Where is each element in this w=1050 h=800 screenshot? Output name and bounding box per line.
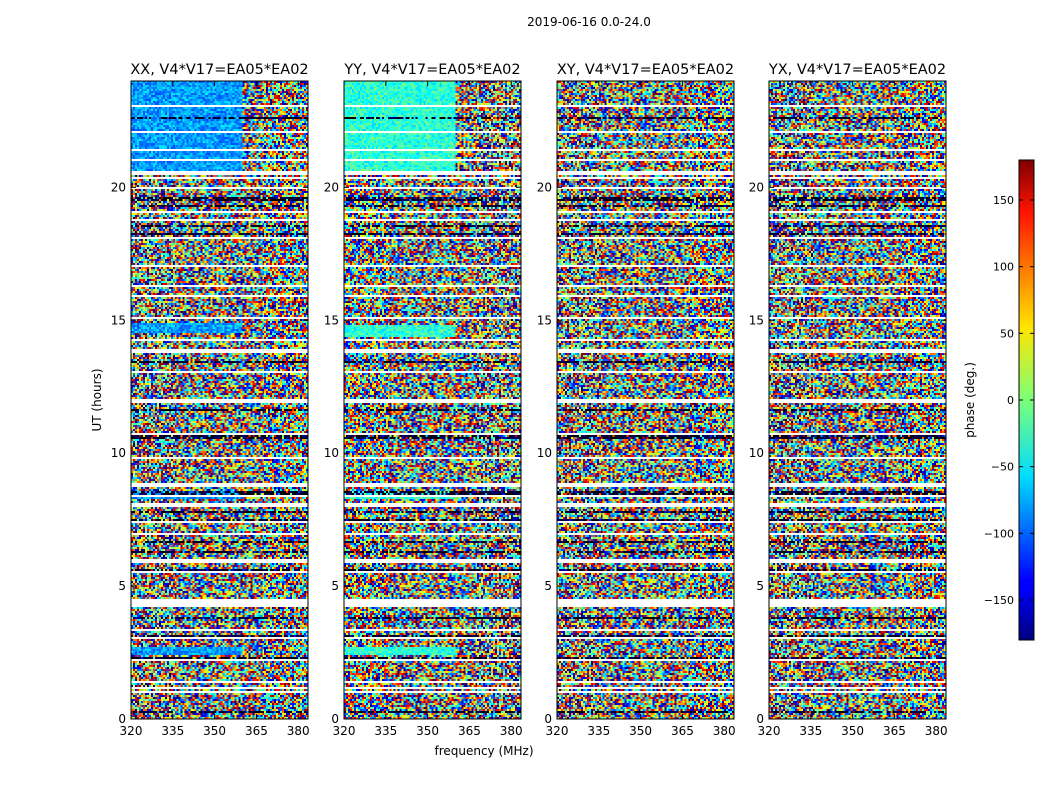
x-tick-label: 350 [203, 724, 226, 738]
panel-title: YX, V4*V17=EA05*EA02 [768, 62, 946, 78]
y-tick-label: 5 [544, 579, 552, 593]
y-tick-label: 20 [537, 180, 552, 194]
x-tick-label: 380 [925, 724, 948, 738]
y-tick-label: 20 [111, 180, 126, 194]
y-tick-label: 10 [324, 446, 339, 460]
x-tick-label: 350 [629, 724, 652, 738]
y-tick-label: 10 [537, 446, 552, 460]
x-tick-label: 380 [713, 724, 736, 738]
y-tick-label: 15 [749, 313, 764, 327]
y-tick-label: 15 [537, 313, 552, 327]
y-tick-label: 20 [324, 180, 339, 194]
y-axis-label: UT (hours) [90, 368, 104, 431]
x-tick-label: 320 [546, 724, 569, 738]
x-tick-label: 380 [287, 724, 310, 738]
x-tick-label: 365 [883, 724, 906, 738]
y-tick-label: 5 [118, 579, 126, 593]
panel-yy: YY, V4*V17=EA05*EA02 320 335 350 365 380 0 5 10 1… [324, 62, 523, 738]
figure-suptitle: 2019-06-16 0.0-24.0 [527, 15, 651, 29]
phase-heatmap-yx [769, 81, 946, 719]
phase-heatmap-xy [557, 81, 734, 719]
y-tick-label: 0 [331, 712, 339, 726]
x-tick-label: 320 [120, 724, 143, 738]
colorbar: −150 −100 −50 0 50 100 150 phase (deg.) [963, 159, 1035, 641]
x-tick-label: 320 [333, 724, 356, 738]
y-tick-label: 15 [111, 313, 126, 327]
colorbar-tick-label: 50 [1000, 327, 1014, 340]
x-tick-label: 380 [500, 724, 523, 738]
x-tick-label: 335 [374, 724, 397, 738]
y-tick-label: 10 [111, 446, 126, 460]
x-tick-label: 365 [458, 724, 481, 738]
x-tick-label: 365 [245, 724, 268, 738]
panel-frame [768, 80, 947, 720]
panel-xy: XY, V4*V17=EA05*EA02 320 335 350 365 380 0 5 10 1… [537, 62, 736, 738]
y-tick-label: 0 [756, 712, 764, 726]
phase-heatmap-xx [131, 81, 308, 719]
y-tick-label: 0 [118, 712, 126, 726]
x-tick-label: 335 [161, 724, 184, 738]
y-tick-label: 5 [331, 579, 339, 593]
panel-frame [343, 80, 522, 720]
x-tick-label: 335 [799, 724, 822, 738]
x-tick-label: 335 [587, 724, 610, 738]
colorbar-label: phase (deg.) [963, 362, 977, 438]
panel-frame [130, 80, 309, 720]
panel-title: YY, V4*V17=EA05*EA02 [343, 62, 520, 78]
panel-title: XY, V4*V17=EA05*EA02 [557, 62, 734, 78]
y-tick-label: 0 [544, 712, 552, 726]
colorbar-tick-label: 100 [993, 261, 1014, 274]
panel-xx: XX, V4*V17=EA05*EA02 320 335 350 365 380 0 5 10 1… [111, 62, 310, 738]
colorbar-tick-label: 0 [1007, 394, 1014, 407]
colorbar-tick-label: −100 [984, 527, 1014, 540]
x-tick-label: 350 [416, 724, 439, 738]
x-tick-label: 320 [758, 724, 781, 738]
panels-group: XX, V4*V17=EA05*EA02 320 335 350 365 380 0 5 10 1… [111, 62, 948, 738]
x-tick-label: 365 [671, 724, 694, 738]
panel-yx: YX, V4*V17=EA05*EA02 320 335 350 365 380 0 5 10 1… [749, 62, 948, 738]
y-tick-label: 10 [749, 446, 764, 460]
panel-frame [556, 80, 735, 720]
y-tick-label: 5 [756, 579, 764, 593]
y-tick-label: 20 [749, 180, 764, 194]
colorbar-tick-label: −50 [991, 461, 1014, 474]
x-axis-label: frequency (MHz) [434, 744, 533, 758]
panel-title: XX, V4*V17=EA05*EA02 [130, 62, 308, 78]
x-tick-label: 350 [841, 724, 864, 738]
phase-heatmap-yy [344, 81, 521, 719]
colorbar-tick-label: 150 [993, 194, 1014, 207]
y-tick-label: 15 [324, 313, 339, 327]
colorbar-tick-label: −150 [984, 594, 1014, 607]
colorbar-ticks: −150 −100 −50 0 50 100 150 [984, 194, 1034, 607]
